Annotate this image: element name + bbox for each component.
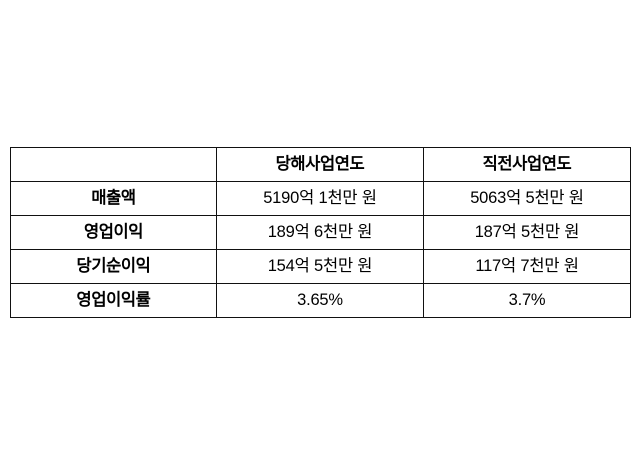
cell-revenue-current-year: 5190억 1천만 원 [216,181,424,216]
table-row: 매출액 5190억 1천만 원 5063억 5천만 원 [10,181,631,216]
cell-revenue-prior-year: 5063억 5천만 원 [423,181,631,216]
cell-operating-margin-current-year: 3.65% [216,283,424,318]
table-header-row: 당해사업연도 직전사업연도 [10,147,631,182]
table-row: 영업이익률 3.65% 3.7% [10,283,631,318]
table-row: 당기순이익 154억 5천만 원 117억 7천만 원 [10,249,631,284]
row-label-net-income: 당기순이익 [10,249,217,284]
cell-net-income-prior-year: 117억 7천만 원 [423,249,631,284]
row-label-revenue: 매출액 [10,181,217,216]
table-header: 당해사업연도 직전사업연도 [10,147,631,182]
table-corner-cell [10,147,217,182]
column-header-prior-year: 직전사업연도 [423,147,631,182]
cell-operating-profit-prior-year: 187억 5천만 원 [423,215,631,250]
table-body: 매출액 5190억 1천만 원 5063억 5천만 원 영업이익 189억 6천… [10,181,631,318]
table-row: 영업이익 189억 6천만 원 187억 5천만 원 [10,215,631,250]
financial-summary-table-container: 당해사업연도 직전사업연도 매출액 5190억 1천만 원 5063억 5천만 … [10,147,631,318]
row-label-operating-profit: 영업이익 [10,215,217,250]
column-header-current-year: 당해사업연도 [216,147,424,182]
cell-operating-margin-prior-year: 3.7% [423,283,631,318]
cell-net-income-current-year: 154억 5천만 원 [216,249,424,284]
financial-summary-table: 당해사업연도 직전사업연도 매출액 5190억 1천만 원 5063억 5천만 … [10,147,631,318]
row-label-operating-margin: 영업이익률 [10,283,217,318]
cell-operating-profit-current-year: 189억 6천만 원 [216,215,424,250]
